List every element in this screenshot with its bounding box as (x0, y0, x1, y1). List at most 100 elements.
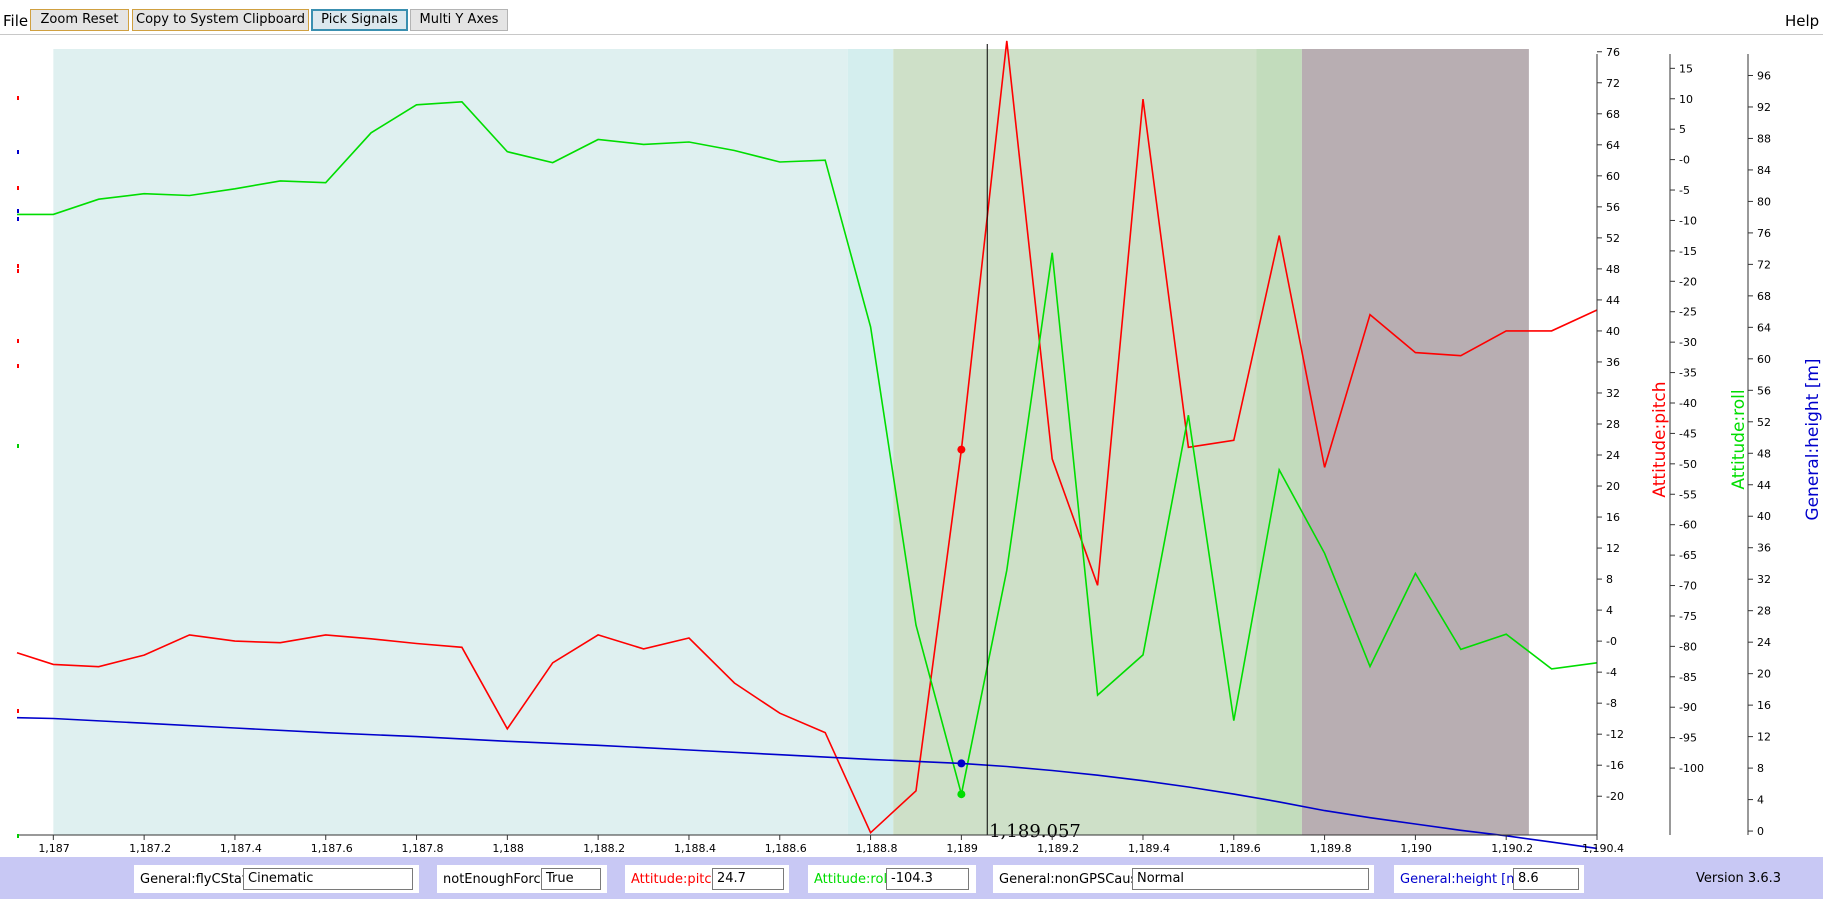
y-tick-label-height: 0 (1757, 825, 1764, 838)
y-tick-label-roll: -30 (1679, 336, 1697, 349)
state-indicator-tick (17, 269, 19, 273)
y-tick-label-roll: -40 (1679, 397, 1697, 410)
y-tick-label-roll: -65 (1679, 549, 1697, 562)
x-tick-label: 1,189.6 (1219, 842, 1261, 855)
x-tick-label: 1,188.4 (674, 842, 716, 855)
y-tick-label-height: 76 (1757, 227, 1771, 240)
help-menu[interactable]: Help (1785, 12, 1819, 30)
status-field-roll: Attitude:roll -104.3 (808, 865, 976, 893)
state-region (53, 49, 848, 835)
y-tick-label-height: 92 (1757, 101, 1771, 114)
y-tick-label-height: 68 (1757, 290, 1771, 303)
y-tick-label-roll: -75 (1679, 610, 1697, 623)
x-tick-label: 1,188.2 (583, 842, 625, 855)
y-tick-label-pitch: 40 (1606, 325, 1620, 338)
y-tick-label-pitch: -4 (1606, 666, 1617, 679)
status-field-notenoughforce: notEnoughForce True (437, 865, 607, 893)
status-value[interactable]: -104.3 (886, 868, 969, 890)
file-menu[interactable]: File (3, 12, 28, 30)
y-tick-label-roll: -50 (1679, 458, 1697, 471)
y-tick-label-height: 88 (1757, 132, 1771, 145)
y-tick-label-pitch: 72 (1606, 77, 1620, 90)
x-tick-label: 1,190 (1400, 842, 1432, 855)
x-tick-label: 1,189.2 (1037, 842, 1079, 855)
state-indicator-tick (17, 709, 19, 713)
y-tick-label-pitch: -12 (1606, 728, 1624, 741)
status-value[interactable]: 24.7 (712, 868, 784, 890)
y-tick-label-pitch: 76 (1606, 46, 1620, 59)
multi-y-axes-button[interactable]: Multi Y Axes (410, 9, 508, 31)
y-tick-label-pitch: 16 (1606, 511, 1620, 524)
state-indicator-tick (17, 217, 19, 221)
x-tick-label: 1,187.6 (311, 842, 353, 855)
y-tick-label-pitch: 20 (1606, 480, 1620, 493)
status-value[interactable]: Normal (1132, 868, 1369, 890)
y-tick-label-height: 16 (1757, 699, 1771, 712)
x-tick-label: 1,188.8 (856, 842, 898, 855)
y-tick-label-pitch: -16 (1606, 759, 1624, 772)
chart-area[interactable]: 1,189.057 1,187 1,187.2 1,187.4 1,187.6 1,187… (0, 34, 1823, 857)
y-axis-title-roll: Attitude:roll (1729, 389, 1749, 489)
y-tick-label-pitch: 12 (1606, 542, 1620, 555)
y-tick-label-pitch: 56 (1606, 201, 1620, 214)
cursor-label: 1,189.057 (989, 821, 1081, 842)
y-tick-label-roll: -10 (1679, 214, 1697, 227)
x-tick-label: 1,187.8 (402, 842, 444, 855)
status-value[interactable]: True (541, 868, 601, 890)
y-tick-label-pitch: 68 (1606, 108, 1620, 121)
y-tick-label-roll: -15 (1679, 245, 1697, 258)
y-tick-label-pitch: 52 (1606, 232, 1620, 245)
y-tick-label-height: 8 (1757, 762, 1764, 775)
y-axis-title-pitch: Attitude:pitch (1650, 381, 1670, 497)
state-region (1302, 49, 1529, 835)
x-tick-label: 1,188 (492, 842, 524, 855)
x-tick-label: 1,189 (946, 842, 978, 855)
y-tick-label-roll: 10 (1679, 93, 1693, 106)
y-tick-label-height: 48 (1757, 447, 1771, 460)
y-tick-label-height: 24 (1757, 636, 1771, 649)
y-tick-label-roll: -0 (1679, 154, 1690, 167)
y-tick-label-height: 12 (1757, 731, 1771, 744)
y-tick-label-height: 80 (1757, 195, 1771, 208)
y-tick-label-roll: 5 (1679, 123, 1686, 136)
menu-bar: File Zoom Reset Copy to System Clipboard… (0, 0, 1823, 35)
x-tick-label: 1,189.8 (1310, 842, 1352, 855)
y-tick-label-roll: -55 (1679, 488, 1697, 501)
status-label: notEnoughForce (443, 872, 549, 887)
x-tick-label: 1,188.6 (765, 842, 807, 855)
y-tick-label-roll: -90 (1679, 701, 1697, 714)
cursor-marker-height (957, 759, 965, 767)
y-tick-label-roll: -80 (1679, 640, 1697, 653)
y-tick-label-height: 64 (1757, 321, 1771, 334)
version-label: Version 3.6.3 (1696, 871, 1781, 886)
y-tick-label-height: 60 (1757, 353, 1771, 366)
state-indicator-tick (17, 834, 19, 838)
y-tick-label-pitch: 60 (1606, 170, 1620, 183)
y-tick-label-pitch: -20 (1606, 790, 1624, 803)
pick-signals-button[interactable]: Pick Signals (311, 9, 408, 31)
cursor-marker-roll (957, 790, 965, 798)
y-tick-label-pitch: 48 (1606, 263, 1620, 276)
x-tick-label: 1,187.2 (129, 842, 171, 855)
y-tick-label-pitch: 32 (1606, 387, 1620, 400)
y-tick-label-height: 96 (1757, 69, 1771, 82)
zoom-reset-button[interactable]: Zoom Reset (30, 9, 129, 31)
y-tick-label-height: 52 (1757, 416, 1771, 429)
status-value[interactable]: 8.6 (1513, 868, 1579, 890)
status-field-pitch: Attitude:pitch 24.7 (625, 865, 789, 893)
y-tick-label-height: 84 (1757, 164, 1771, 177)
y-tick-label-height: 20 (1757, 668, 1771, 681)
status-value[interactable]: Cinematic (243, 868, 413, 890)
y-tick-label-roll: -100 (1679, 762, 1704, 775)
status-label: General:flyCState (140, 872, 255, 887)
y-tick-label-height: 56 (1757, 384, 1771, 397)
y-tick-label-pitch: 44 (1606, 294, 1620, 307)
y-tick-label-pitch: -0 (1606, 635, 1617, 648)
y-tick-label-height: 72 (1757, 258, 1771, 271)
y-tick-label-roll: -85 (1679, 671, 1697, 684)
y-tick-label-roll: -70 (1679, 580, 1697, 593)
copy-clipboard-button[interactable]: Copy to System Clipboard (132, 9, 309, 31)
state-region (848, 49, 893, 835)
y-tick-label-pitch: 36 (1606, 356, 1620, 369)
y-axis-title-height: General:height [m] (1803, 358, 1823, 520)
